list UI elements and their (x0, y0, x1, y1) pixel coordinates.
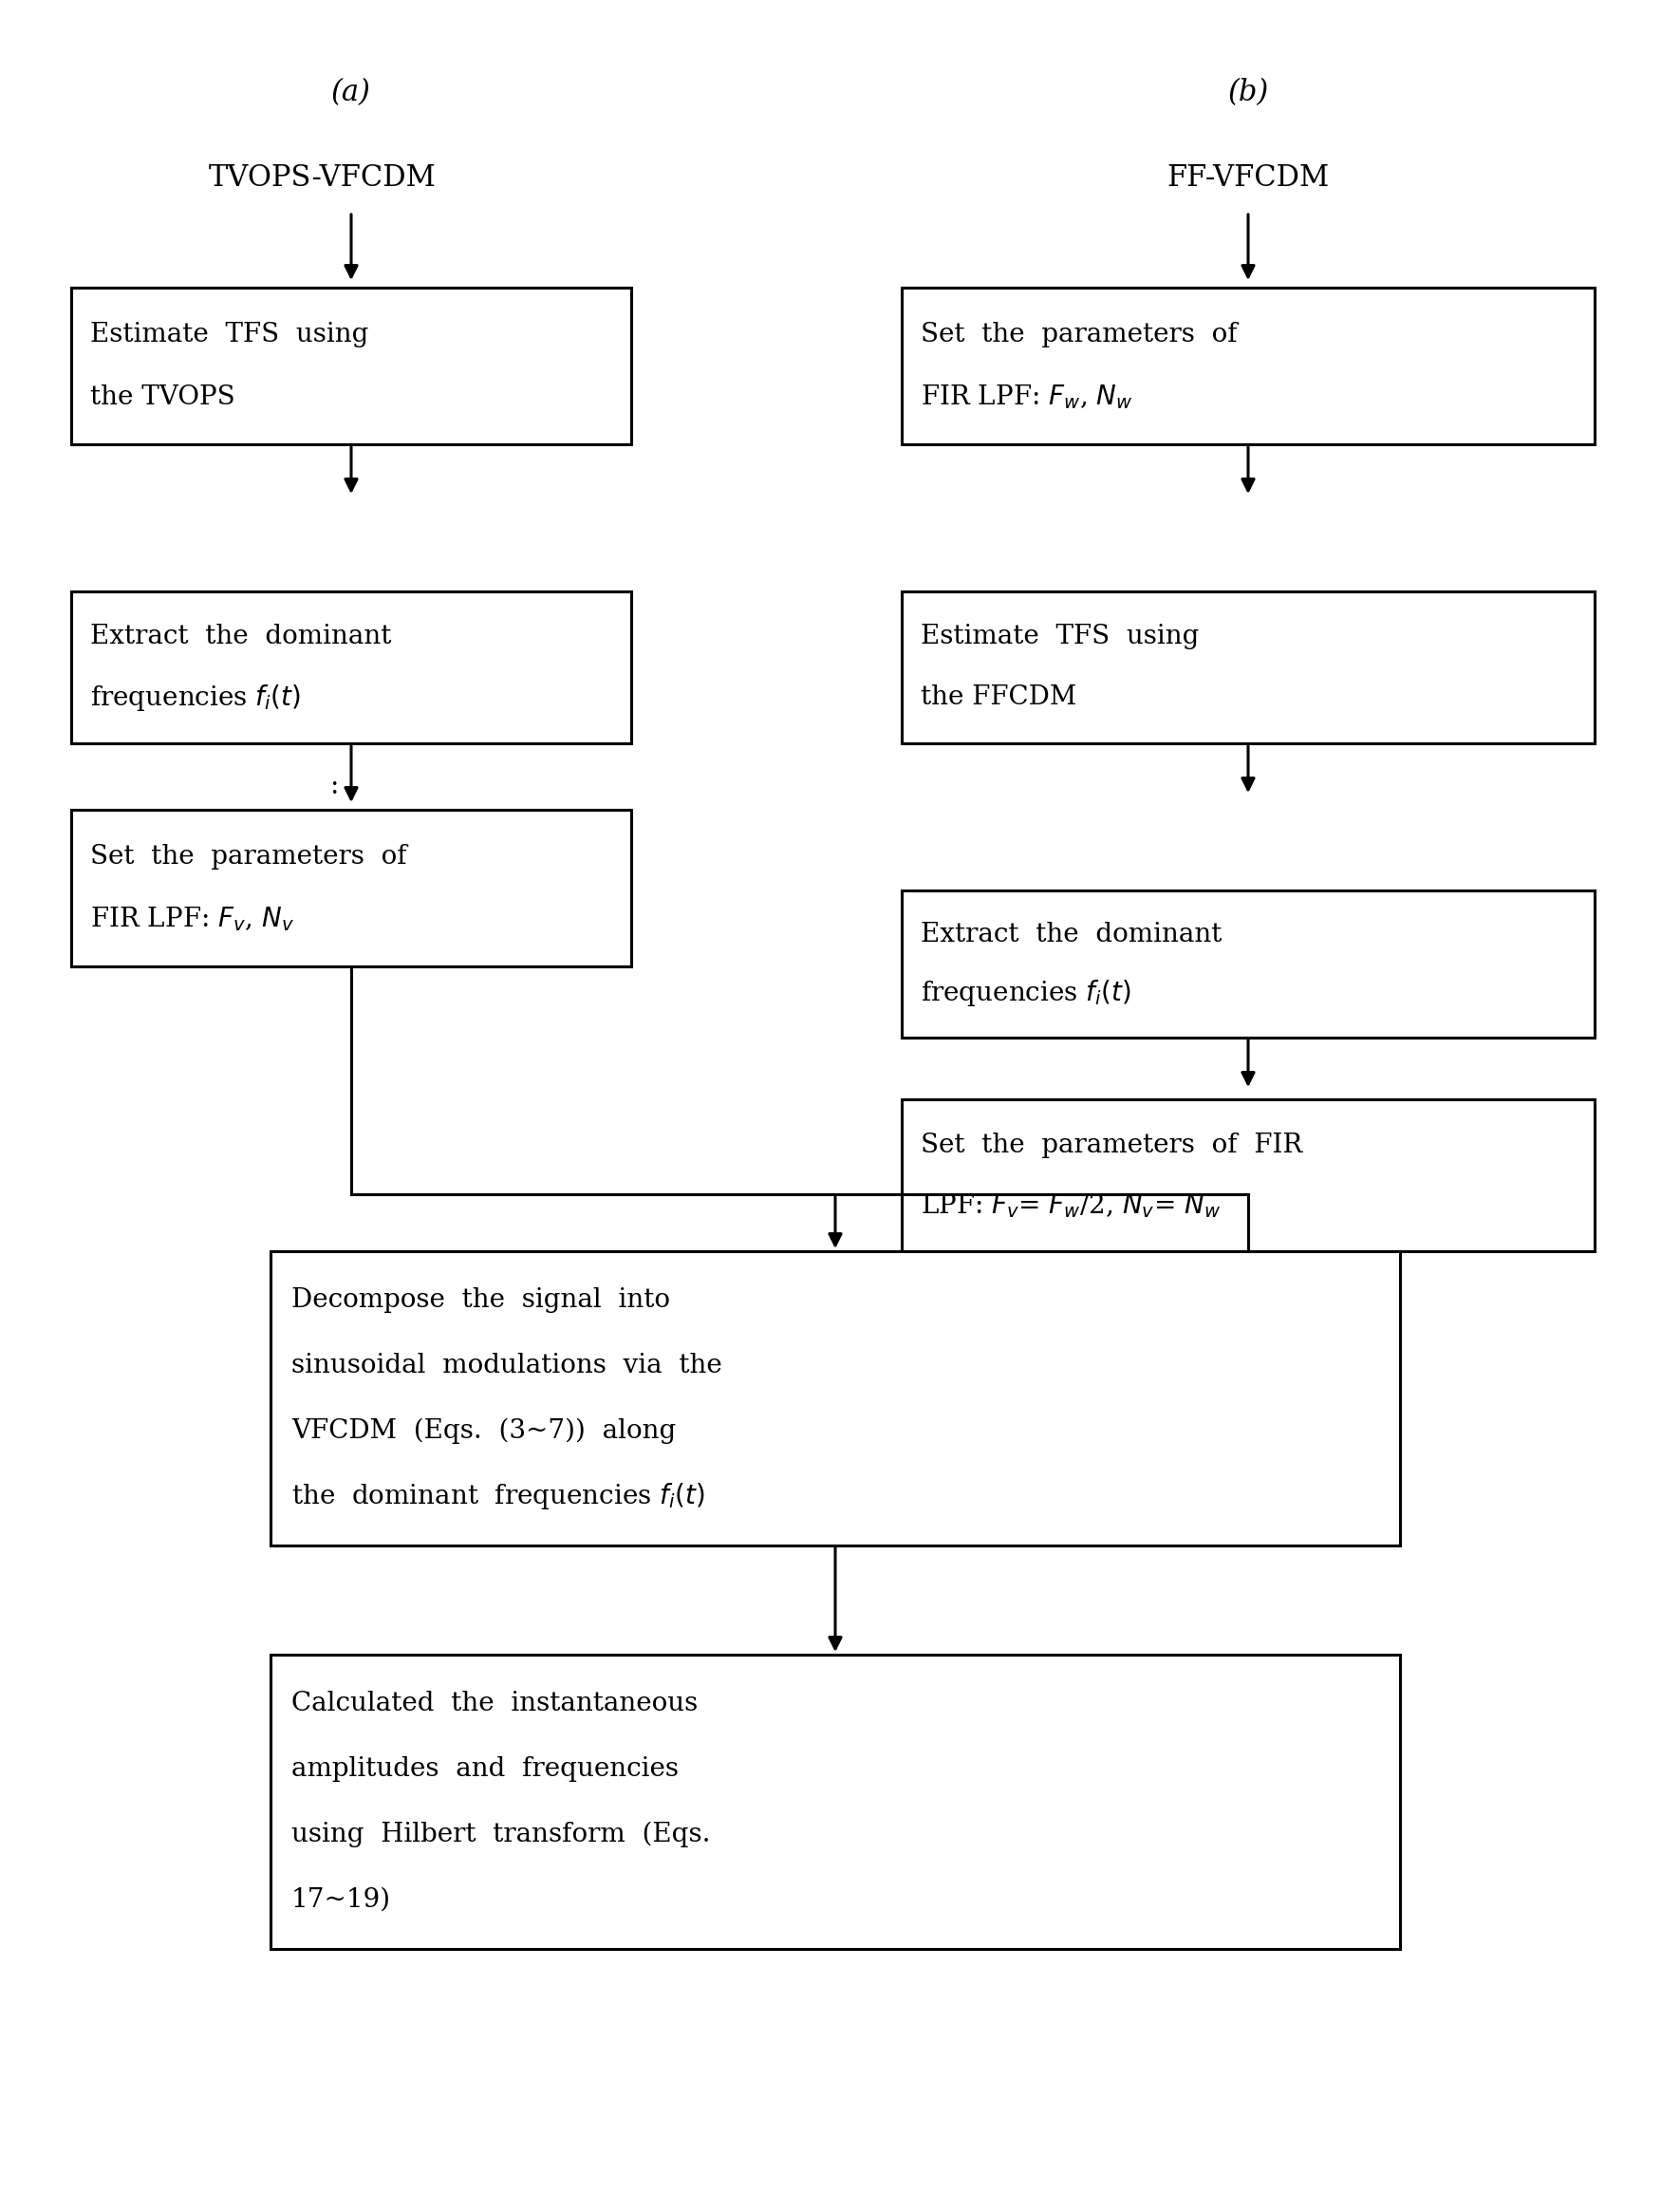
Text: FF-VFCDM: FF-VFCDM (1168, 164, 1329, 192)
Text: amplitudes  and  frequencies: amplitudes and frequencies (291, 1757, 679, 1781)
Text: Decompose  the  signal  into: Decompose the signal into (291, 1288, 670, 1313)
Text: LPF: $F_v$= $F_w$/2, $N_v$= $N_w$: LPF: $F_v$= $F_w$/2, $N_v$= $N_w$ (921, 1191, 1221, 1220)
Text: FIR LPF: $F_w$, $N_w$: FIR LPF: $F_w$, $N_w$ (921, 382, 1132, 411)
Bar (902, 1098, 1594, 1251)
Text: the  dominant  frequencies $f_i(t)$: the dominant frequencies $f_i(t)$ (291, 1481, 706, 1512)
Text: VFCDM  (Eqs.  (3~7))  along: VFCDM (Eqs. (3~7)) along (291, 1419, 675, 1443)
Text: Estimate  TFS  using: Estimate TFS using (921, 623, 1200, 650)
Text: Extract  the  dominant: Extract the dominant (91, 623, 391, 650)
Text: 17~19): 17~19) (291, 1887, 391, 1912)
Text: Estimate  TFS  using: Estimate TFS using (91, 323, 368, 347)
Bar (71, 287, 632, 444)
Bar (71, 809, 632, 966)
Bar (902, 592, 1594, 743)
Text: the FFCDM: the FFCDM (921, 685, 1077, 712)
Text: frequencies $f_i(t)$: frequencies $f_i(t)$ (91, 683, 301, 714)
Text: frequencies $f_i(t)$: frequencies $f_i(t)$ (921, 979, 1131, 1008)
Text: (a): (a) (331, 77, 371, 108)
Text: Calculated  the  instantaneous: Calculated the instantaneous (291, 1691, 697, 1717)
Bar (270, 1655, 1399, 1949)
Text: :: : (329, 773, 339, 798)
Text: Set  the  parameters  of: Set the parameters of (921, 323, 1238, 347)
Bar (270, 1251, 1399, 1545)
Bar (902, 891, 1594, 1039)
Text: FIR LPF: $F_v$, $N_v$: FIR LPF: $F_v$, $N_v$ (91, 906, 294, 933)
Text: Extract  the  dominant: Extract the dominant (921, 922, 1221, 948)
Text: Set  the  parameters  of  FIR: Set the parameters of FIR (921, 1132, 1302, 1158)
Text: TVOPS-VFCDM: TVOPS-VFCDM (208, 164, 437, 192)
Text: (b): (b) (1228, 77, 1268, 108)
Text: sinusoidal  modulations  via  the: sinusoidal modulations via the (291, 1353, 722, 1379)
Text: Set  the  parameters  of: Set the parameters of (91, 844, 407, 869)
Bar (71, 592, 632, 743)
Text: the TVOPS: the TVOPS (91, 385, 235, 411)
Bar (902, 287, 1594, 444)
Text: using  Hilbert  transform  (Eqs.: using Hilbert transform (Eqs. (291, 1821, 711, 1848)
